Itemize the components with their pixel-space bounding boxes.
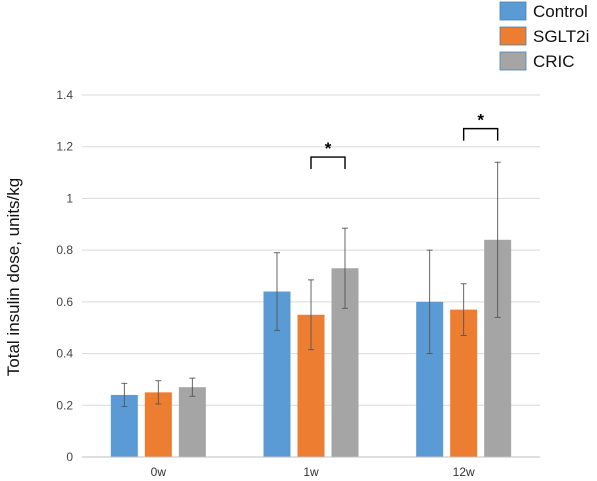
significance-bracket — [310, 156, 346, 170]
legend-label-cric: CRIC — [533, 52, 575, 71]
significance-annotations: ** — [310, 111, 499, 170]
legend-label-control: Control — [533, 2, 588, 21]
x-tick-label: 12w — [453, 465, 475, 479]
y-tick-label: 0.8 — [56, 243, 73, 257]
legend-swatch-sglt2i — [499, 26, 527, 46]
error-bar — [494, 161, 501, 318]
error-bar — [121, 382, 128, 408]
y-tick-label: 0.6 — [56, 295, 73, 309]
y-tick-label: 0 — [66, 450, 73, 464]
legend: Control SGLT2i CRIC — [499, 1, 589, 71]
error-bars — [121, 161, 501, 408]
legend-label-sglt2i: SGLT2i — [533, 27, 589, 46]
error-bar — [274, 252, 280, 331]
significance-star: * — [325, 139, 332, 158]
y-axis-label: Total insulin dose, units/kg — [4, 178, 23, 376]
y-tick-label: 0.4 — [56, 347, 73, 361]
error-bar — [189, 377, 196, 397]
error-bar — [308, 279, 314, 351]
legend-swatch-cric — [499, 51, 527, 71]
error-bar — [155, 380, 162, 405]
y-tick-label: 0.2 — [56, 398, 73, 412]
x-axis: 0w 1w 12w — [82, 456, 540, 479]
significance-bracket — [462, 127, 499, 141]
significance-star: * — [477, 111, 484, 130]
y-axis: 0 0.2 0.4 0.6 0.8 1 1.2 1.4 — [56, 88, 73, 464]
error-bar — [426, 249, 433, 355]
y-tick-label: 1 — [66, 191, 73, 205]
y-tick-label: 1.4 — [56, 88, 73, 102]
error-bar — [460, 283, 467, 336]
y-tick-label: 1.2 — [56, 140, 73, 154]
bar-cric-0w — [178, 387, 206, 457]
x-tick-label: 1w — [303, 465, 319, 479]
error-bar — [342, 227, 348, 309]
legend-swatch-control — [499, 1, 527, 21]
x-tick-label: 0w — [151, 465, 167, 479]
